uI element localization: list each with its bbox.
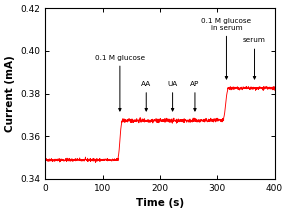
Text: 0.1 M glucose: 0.1 M glucose — [95, 55, 145, 111]
X-axis label: Time (s): Time (s) — [136, 198, 184, 208]
Text: AP: AP — [190, 81, 200, 111]
Text: 0.1 M glucose
in serum: 0.1 M glucose in serum — [201, 18, 251, 79]
Text: serum: serum — [243, 37, 266, 79]
Text: UA: UA — [167, 81, 178, 111]
Y-axis label: Current (mA): Current (mA) — [5, 55, 15, 132]
Text: AA: AA — [141, 81, 151, 111]
